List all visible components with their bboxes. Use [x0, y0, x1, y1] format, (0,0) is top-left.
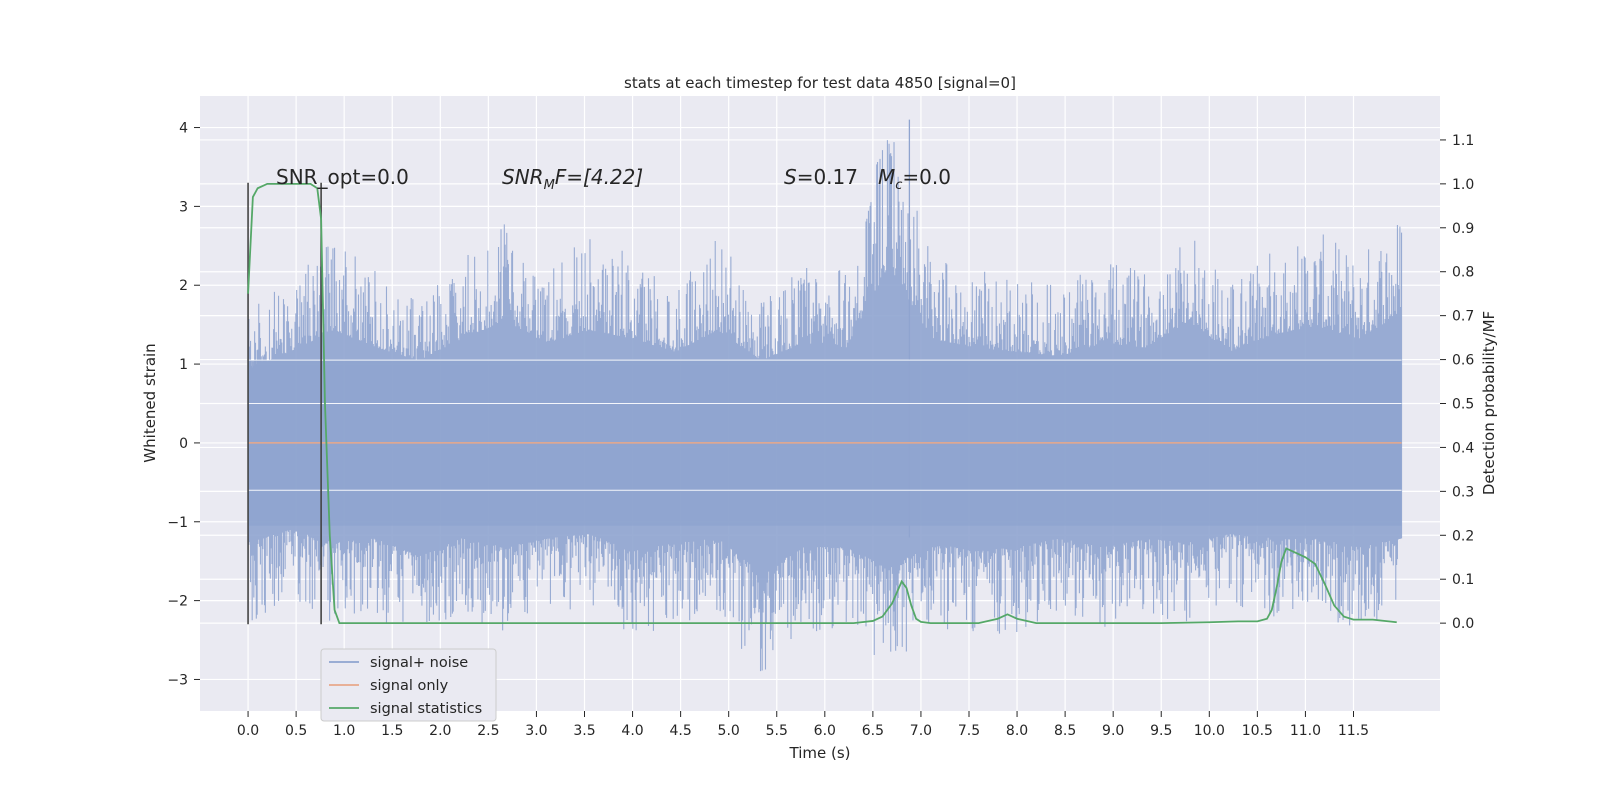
x-tick-label: 3.5 — [573, 723, 595, 739]
y-right-tick-label: 0.8 — [1452, 265, 1474, 281]
annotation-mc-main: M — [878, 165, 895, 189]
x-tick-label: 1.0 — [333, 723, 355, 739]
x-tick-label: 3.0 — [525, 723, 547, 739]
y-tick-label: −2 — [167, 594, 188, 610]
x-tick-label: 5.0 — [718, 723, 740, 739]
y-right-tick-label: 0.6 — [1452, 353, 1474, 369]
annotation-s: S=0.17 — [784, 165, 858, 189]
annotation-snr-mf-main: SNR — [502, 165, 544, 189]
x-tick-label: 7.5 — [958, 723, 980, 739]
x-tick-label: 10.0 — [1194, 723, 1225, 739]
annotation-snr-mf-rest: F=[4.22] — [555, 165, 643, 189]
y-right-tick-label: 0.0 — [1452, 616, 1474, 632]
x-tick-label: 10.5 — [1242, 723, 1273, 739]
signal-statistics-line — [247, 182, 1397, 625]
x-tick-label: 4.0 — [621, 723, 643, 739]
annotation-mc-rest: =0.0 — [902, 165, 951, 189]
x-tick-label: 4.5 — [669, 723, 691, 739]
y-right-tick-label: 0.9 — [1452, 221, 1474, 237]
legend: signal+ noise signal only signal statist… — [320, 648, 497, 722]
annotation-mc-sub: c — [895, 178, 902, 193]
y-right-tick-label: 0.7 — [1452, 309, 1474, 325]
legend-label-signal-only: signal only — [370, 678, 449, 694]
y-right-tick-label: 0.3 — [1452, 484, 1474, 500]
y-axis-right-label: Detection probability/MF — [1480, 311, 1498, 495]
y-tick-label: −3 — [167, 672, 188, 688]
x-tick-label: 0.5 — [285, 723, 307, 739]
x-tick-label: 6.0 — [814, 723, 836, 739]
y-right-tick-label: 0.2 — [1452, 528, 1474, 544]
chart-title: stats at each timestep for test data 485… — [624, 74, 1016, 92]
x-tick-label: 1.5 — [381, 723, 403, 739]
x-tick-label: 5.5 — [766, 723, 788, 739]
y-tick-label: 3 — [179, 199, 188, 215]
y-right-tick-label: 0.5 — [1452, 397, 1474, 413]
y-right-tick-label: 0.4 — [1452, 440, 1474, 456]
annotation-mc: Mc=0.0 — [878, 165, 951, 193]
annotation-snr-mf: SNRMF=[4.22] — [502, 165, 643, 193]
x-axis-label: Time (s) — [789, 744, 851, 762]
axes-layer: 0.0 0.5 1.0 1.5 2.0 2.5 3.0 3.5 4.0 4.5 5.0 5.5 6.0 6… — [167, 121, 1474, 739]
legend-box — [320, 648, 497, 722]
x-tick-label: 2.5 — [477, 723, 499, 739]
annotation-snr-opt: SNR_opt=0.0 — [276, 165, 409, 189]
y-tick-label: 2 — [179, 278, 188, 294]
x-tick-label: 0.0 — [237, 723, 259, 739]
series-layer — [247, 182, 1402, 625]
annotation-s-rest: =0.17 — [797, 165, 858, 189]
annotation-s-main: S — [784, 165, 797, 189]
legend-label-signal-statistics: signal statistics — [370, 701, 482, 717]
y-right-tick-label: 1.1 — [1452, 133, 1474, 149]
y-right-tick-label: 0.1 — [1452, 572, 1474, 588]
y-axis-label: Whitened strain — [141, 343, 159, 462]
y-tick-label: 0 — [179, 436, 188, 452]
y-tick-label: −1 — [167, 515, 188, 531]
x-tick-label: 11.5 — [1338, 723, 1369, 739]
x-tick-label: 8.0 — [1006, 723, 1028, 739]
x-tick-label: 7.0 — [910, 723, 932, 739]
x-tick-label: 8.5 — [1054, 723, 1076, 739]
y-tick-label: 4 — [179, 121, 188, 137]
y-right-tick-label: 1.0 — [1452, 177, 1474, 193]
annotation-snr-mf-sub: M — [544, 178, 555, 193]
x-tick-label: 9.0 — [1102, 723, 1124, 739]
y-tick-label: 1 — [179, 357, 188, 373]
x-tick-label: 6.5 — [862, 723, 884, 739]
x-tick-label: 9.5 — [1150, 723, 1172, 739]
x-tick-label: 2.0 — [429, 723, 451, 739]
x-tick-label: 11.0 — [1290, 723, 1321, 739]
legend-label-signal-noise: signal+ noise — [370, 655, 468, 671]
